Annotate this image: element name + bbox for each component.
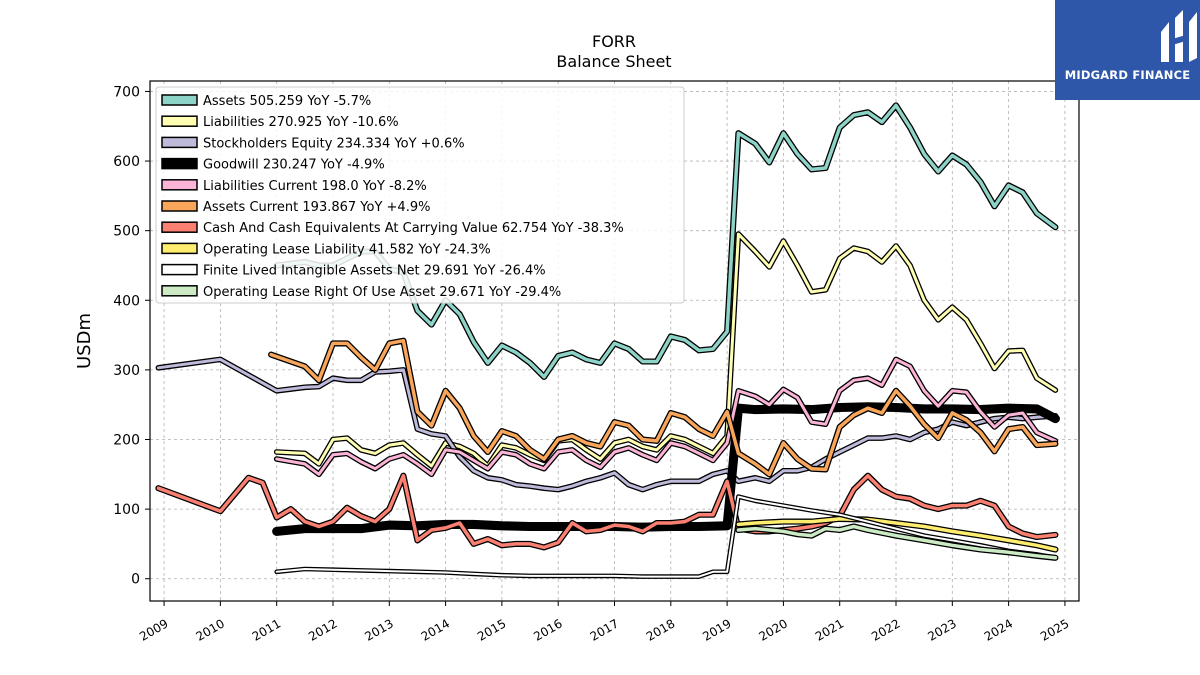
- series-line-5: [269, 338, 1058, 477]
- legend-entry: Assets 505.259 YoY -5.7%: [203, 94, 371, 109]
- legend-entry: Goodwill 230.247 YoY -4.9%: [203, 158, 385, 173]
- legend-entry: Finite Lived Intangible Assets Net 29.69…: [203, 264, 546, 279]
- legend-entry: Liabilities Current 198.0 YoY -8.2%: [203, 179, 427, 194]
- y-tick-label: 0: [131, 572, 140, 588]
- x-tick-label: 2010: [193, 616, 226, 643]
- x-tick-label: 2011: [250, 616, 283, 643]
- y-tick-label: 500: [113, 224, 140, 240]
- x-tick-label: 2017: [588, 616, 621, 643]
- series-line-7: [736, 517, 1058, 552]
- x-tick-label: 2022: [869, 616, 902, 643]
- x-tick-label: 2014: [419, 616, 452, 643]
- series-line-0: [274, 103, 1058, 379]
- legend-swatch: [161, 200, 198, 212]
- legend: Assets 505.259 YoY -5.7% Liabilities 270.…: [155, 86, 685, 304]
- series-line-6: [156, 473, 1058, 550]
- legend-swatch: [161, 242, 198, 255]
- legend-entry: Assets Current 193.867 YoY +4.9%: [203, 200, 430, 215]
- legend-entry: Operating Lease Right Of Use Asset 29.67…: [203, 285, 561, 300]
- x-tick-label: 2013: [362, 616, 395, 643]
- legend-swatch: [161, 94, 198, 106]
- series-line-9: [736, 524, 1058, 560]
- x-tick-label: 2020: [757, 616, 790, 643]
- chart-title: FORR: [592, 32, 636, 51]
- series-layer: [155, 102, 1060, 579]
- midgard-finance-logo: MIDGARD FINANCE: [1055, 0, 1200, 100]
- y-tick-label: 300: [113, 363, 140, 379]
- chart-subtitle: Balance Sheet: [556, 52, 671, 71]
- series-line-8: [275, 495, 1057, 578]
- x-tick-label: 2023: [925, 616, 958, 643]
- y-axis-label: USDm: [74, 313, 95, 369]
- legend-swatch: [161, 115, 198, 127]
- legend-entry: Operating Lease Liability 41.582 YoY -24…: [203, 242, 491, 257]
- series-line-1: [275, 232, 1057, 468]
- y-tick-label: 700: [113, 84, 140, 100]
- x-tick-label: 2021: [813, 616, 846, 643]
- x-tick-label: 2016: [531, 616, 564, 643]
- y-tick-label: 400: [113, 293, 140, 309]
- x-tick-label: 2015: [475, 616, 508, 643]
- x-tick-label: 2009: [137, 616, 170, 643]
- legend-swatch: [161, 221, 198, 233]
- y-tick-label: 600: [113, 154, 140, 170]
- x-tick-label: 2024: [982, 616, 1015, 643]
- y-tick-label: 200: [113, 433, 140, 449]
- legend-swatch: [161, 285, 198, 297]
- legend-entry: Liabilities 270.925 YoY -10.6%: [203, 115, 399, 130]
- legend-swatch: [161, 179, 198, 191]
- legend-entry: Cash And Cash Equivalents At Carrying Va…: [203, 221, 624, 236]
- legend-swatch: [161, 263, 198, 276]
- legend-entry: Stockholders Equity 234.334 YoY +0.6%: [203, 136, 465, 151]
- x-tick-label: 2018: [644, 616, 677, 643]
- series-line-4: [275, 357, 1057, 476]
- x-tick-label: 2019: [700, 616, 733, 643]
- series-line-2: [156, 357, 1057, 492]
- logo-text: MIDGARD FINANCE: [1064, 68, 1191, 82]
- x-tick-label: 2012: [306, 616, 339, 643]
- x-tick-label: 2025: [1038, 616, 1071, 643]
- legend-swatch: [161, 136, 198, 149]
- legend-box: [155, 86, 685, 304]
- logo-mark-icon: [1161, 10, 1197, 62]
- y-tick-label: 100: [113, 502, 140, 518]
- legend-swatch: [161, 157, 198, 170]
